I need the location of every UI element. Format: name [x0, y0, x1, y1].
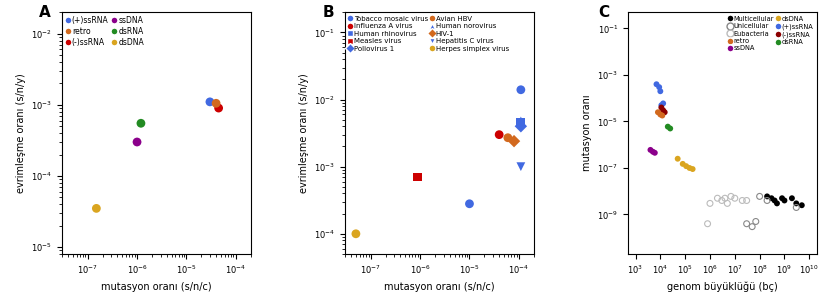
- Text: A: A: [40, 5, 51, 20]
- Point: [514, 87, 527, 92]
- X-axis label: genom büyüklüğü (bç): genom büyüklüğü (bç): [667, 282, 778, 292]
- Point: [795, 203, 808, 208]
- Point: [650, 82, 663, 87]
- X-axis label: mutasyon oranı (s/n/c): mutasyon oranı (s/n/c): [384, 282, 495, 292]
- Point: [648, 150, 662, 155]
- Point: [212, 106, 225, 110]
- Point: [653, 112, 667, 117]
- Point: [701, 221, 714, 226]
- Point: [736, 198, 749, 203]
- Point: [676, 162, 690, 166]
- Y-axis label: evrimleşme oranı (s/n/y): evrimleşme oranı (s/n/y): [16, 73, 26, 193]
- Point: [768, 198, 781, 203]
- Point: [661, 124, 674, 129]
- Text: C: C: [598, 5, 609, 20]
- Point: [663, 126, 676, 131]
- Point: [411, 175, 424, 180]
- Point: [728, 196, 742, 201]
- Point: [134, 121, 148, 126]
- Point: [711, 196, 724, 201]
- Point: [686, 166, 700, 171]
- Point: [90, 206, 103, 211]
- Point: [210, 101, 223, 106]
- Y-axis label: mutasyon oranı: mutasyon oranı: [582, 95, 592, 171]
- Point: [746, 224, 759, 229]
- Point: [719, 196, 732, 201]
- Point: [203, 99, 216, 104]
- Point: [651, 110, 664, 115]
- Point: [776, 196, 789, 201]
- Legend: Tobacco mosaic virus, Influenza A virus, Human rhinovirus, Measles virus, Poliov: Tobacco mosaic virus, Influenza A virus,…: [347, 14, 511, 53]
- Point: [514, 164, 527, 169]
- Point: [646, 149, 659, 154]
- Point: [514, 124, 527, 129]
- Point: [765, 196, 778, 201]
- Point: [721, 201, 734, 206]
- Point: [683, 166, 696, 170]
- Point: [749, 219, 762, 224]
- Point: [790, 201, 803, 206]
- Point: [680, 164, 693, 169]
- Point: [656, 113, 669, 118]
- Text: B: B: [323, 5, 334, 20]
- Legend: (+)ssRNA, retro, (-)ssRNA, ssDNA, dsRNA, dsDNA: (+)ssRNA, retro, (-)ssRNA, ssDNA, dsRNA,…: [64, 14, 146, 48]
- Point: [790, 205, 803, 210]
- X-axis label: mutasyon oranı (s/n/c): mutasyon oranı (s/n/c): [101, 282, 211, 292]
- Point: [514, 118, 527, 123]
- Point: [658, 110, 672, 115]
- Y-axis label: evrimleşme oranı (s/n/y): evrimleşme oranı (s/n/y): [299, 73, 309, 193]
- Point: [657, 101, 670, 106]
- Point: [130, 140, 144, 144]
- Point: [655, 103, 668, 108]
- Point: [724, 194, 738, 199]
- Point: [715, 198, 728, 203]
- Point: [704, 201, 717, 206]
- Point: [671, 156, 684, 161]
- Point: [785, 196, 799, 201]
- Point: [653, 85, 666, 90]
- Point: [657, 108, 670, 113]
- Point: [349, 231, 362, 236]
- Point: [740, 221, 753, 226]
- Point: [761, 198, 774, 203]
- Point: [653, 89, 667, 94]
- Point: [502, 135, 515, 140]
- Point: [507, 139, 521, 144]
- Point: [736, 261, 749, 266]
- Point: [493, 132, 506, 137]
- Point: [655, 105, 668, 110]
- Point: [728, 266, 742, 271]
- Point: [514, 120, 527, 125]
- Point: [644, 147, 657, 152]
- Point: [761, 194, 774, 199]
- Legend: Multicellular, Unicellular, Eubacteria, retro, ssDNA, dsDNA, (+)ssRNA, (-)ssRNA,: Multicellular, Unicellular, Eubacteria, …: [727, 14, 815, 53]
- Point: [463, 201, 476, 206]
- Point: [753, 194, 766, 199]
- Point: [771, 201, 784, 206]
- Point: [740, 198, 753, 203]
- Point: [778, 198, 791, 203]
